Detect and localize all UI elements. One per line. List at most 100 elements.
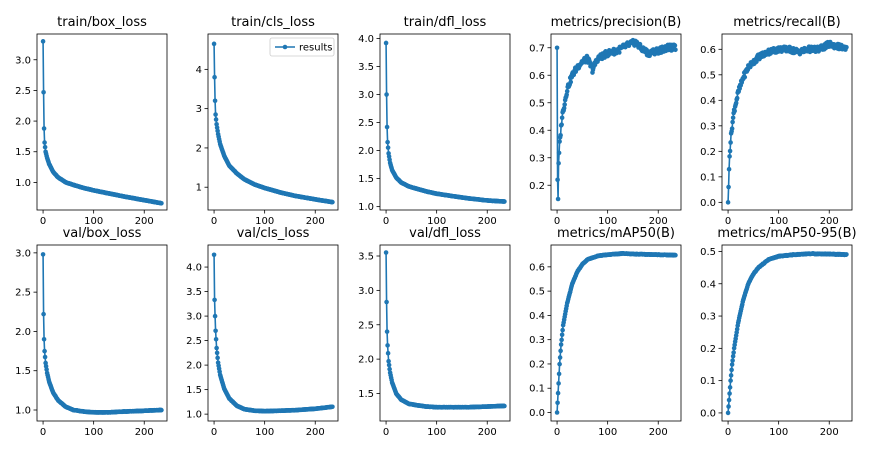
data-point [555,196,561,202]
data-point [557,139,562,144]
subplot-0: train/box_loss 0 100 200 1.0 1.5 2.0 2.5 3.0 [15,15,168,227]
y-tick-label: 0.3 [700,121,716,132]
legend-label: results [299,43,333,54]
y-tick-label: 2.5 [186,336,202,347]
data-point [844,252,849,257]
x-tick-label: 0 [211,427,217,438]
series-markers [211,252,335,414]
data-point [730,115,736,121]
subplot-title: val/cls_loss [237,226,310,241]
data-point [728,140,733,145]
x-tick-label: 200 [820,427,839,438]
data-point [754,59,759,65]
subplot-title: train/dfl_loss [404,15,487,30]
data-point [559,332,565,338]
data-point [385,343,390,348]
data-point [726,184,731,190]
y-tick-label: 0.4 [529,311,545,322]
data-point [725,200,731,205]
x-tick-label: 100 [427,216,446,227]
subplot-4: metrics/recall(B) 0 100 200 0.0 0.1 0.2 0.3 0.4 0… [700,15,853,227]
series-markers [383,250,507,410]
series-markers [725,251,849,416]
data-point [384,124,390,130]
y-tick-label: 0.2 [700,344,716,355]
y-tick-label: 3.0 [358,90,374,101]
series-line [556,38,677,200]
data-point [554,410,560,415]
y-tick-label: 3.5 [186,287,202,298]
data-point [41,89,46,95]
series-line [42,254,162,414]
data-point [742,74,748,80]
data-point [213,117,219,122]
x-tick-label: 100 [769,216,788,227]
data-point [383,250,389,255]
y-tick-label: 4.0 [358,34,374,45]
data-point [558,342,564,347]
y-tick-label: 0.5 [529,287,545,298]
data-point [729,362,735,367]
x-tick-label: 0 [383,216,389,227]
y-tick-label: 0.1 [700,172,716,183]
y-tick-label: 3.0 [15,248,31,259]
y-tick-label: 0.3 [529,153,545,164]
y-tick-label: 2 [196,143,202,154]
data-point [385,145,391,150]
data-point [384,92,389,97]
x-tick-label: 0 [383,427,389,438]
data-point [728,373,734,378]
x-tick-label: 0 [725,427,731,438]
data-point [561,105,567,111]
data-point [212,74,217,80]
subplot-7: val/dfl_loss 0 100 200 1.5 2.0 2.5 3.0 3.5 [358,226,511,438]
data-point [556,150,562,156]
data-point [731,350,736,355]
y-tick-label: 3.0 [358,286,374,297]
data-point [673,252,678,258]
x-tick-label: 200 [135,427,154,438]
y-tick-label: 0.3 [700,312,716,323]
y-tick-label: 0.7 [529,43,545,54]
x-tick-label: 200 [820,216,839,227]
x-tick-label: 100 [769,427,788,438]
y-tick-label: 0.2 [529,181,545,192]
legend: results [269,37,335,57]
y-tick-label: 0.3 [529,335,545,346]
data-point [384,299,389,305]
y-tick-label: 0.0 [700,198,716,209]
y-tick-label: 4 [196,65,202,76]
data-point [559,337,564,343]
series-line [385,42,505,203]
data-point [213,112,218,117]
data-point [330,199,335,205]
axes-frame [207,244,339,422]
data-point [616,50,622,55]
data-point [734,95,740,101]
data-point [555,390,561,396]
data-point [557,355,563,360]
data-point [502,403,507,409]
data-point [559,122,564,127]
subplot-1: train/cls_loss 0 100 200 1 2 3 4 results [196,15,339,227]
data-point [730,358,735,363]
subplot-title: metrics/mAP50(B) [557,226,675,241]
data-point [728,378,733,383]
y-tick-label: 1.5 [15,366,31,377]
data-point [159,200,164,206]
data-point [727,154,732,159]
data-point [40,252,46,257]
data-point [556,160,561,166]
y-tick-label: 0.6 [529,71,545,82]
data-point [564,92,569,97]
data-point [159,407,164,413]
x-tick-label: 200 [649,216,668,227]
data-point [673,47,678,53]
y-tick-label: 4.0 [186,263,202,274]
data-point [211,252,217,258]
data-point [215,355,220,361]
data-point [214,350,220,356]
x-tick-label: 0 [554,427,560,438]
subplot-5: val/box_loss 0 100 200 1.0 1.5 2.0 2.5 3.0 [15,226,168,438]
